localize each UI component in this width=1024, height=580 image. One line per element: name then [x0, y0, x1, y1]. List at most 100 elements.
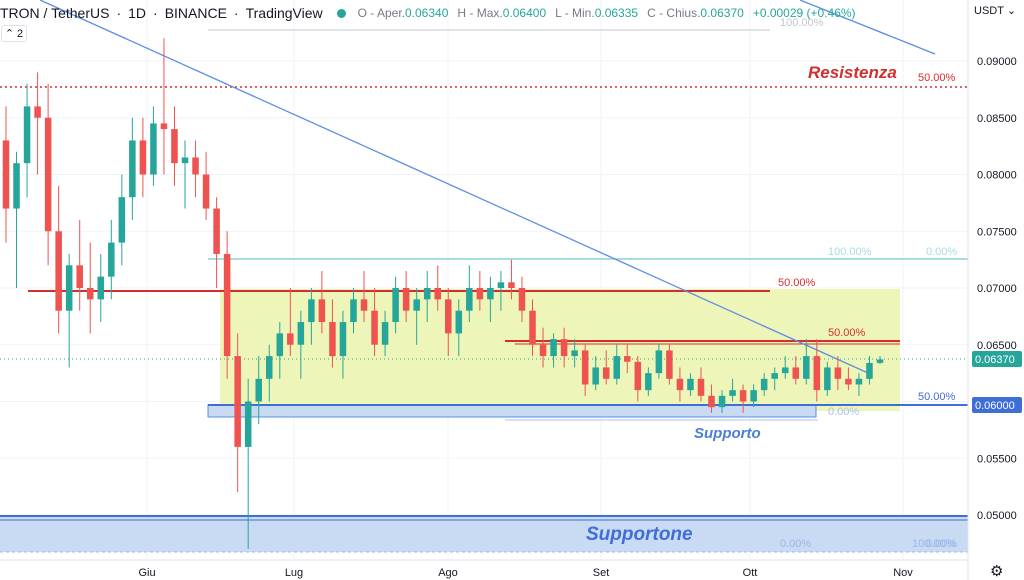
- header-separator: ·: [233, 5, 239, 21]
- candle-down: [192, 157, 199, 175]
- collapse-indicators-button[interactable]: ⌃ 2: [1, 25, 27, 42]
- candle-down: [666, 350, 673, 379]
- x-tick-label: Lug: [285, 567, 303, 579]
- y-tick-label: 0.09000: [977, 56, 1017, 68]
- supportone-label: Supportone: [586, 524, 693, 545]
- candle-down: [445, 299, 452, 334]
- y-axis-labels: 0.05000 0.05500 0.06000 0.06500 0.07000 0.075…: [977, 56, 1017, 522]
- candle-up: [750, 390, 757, 402]
- fib-low-label: 0.00%: [828, 406, 859, 418]
- candle-up: [339, 322, 347, 357]
- header-separator: ·: [153, 5, 158, 21]
- candle-down: [539, 344, 547, 357]
- x-tick-label: Ago: [438, 567, 458, 579]
- y-tick-label: 0.05000: [977, 510, 1017, 522]
- chart-header: TRON / TetherUS · 1D · BINANCE · Trading…: [0, 4, 856, 22]
- candle-down: [602, 367, 610, 379]
- candle-up: [297, 322, 305, 345]
- candle-down: [86, 288, 94, 300]
- candle-down: [476, 288, 484, 300]
- candle-down: [371, 310, 378, 345]
- candle-down: [202, 174, 210, 209]
- candle-down: [55, 231, 62, 311]
- candle-up: [781, 367, 789, 374]
- candle-down: [676, 378, 684, 391]
- collapse-count: 2: [17, 27, 24, 40]
- candle-up: [150, 123, 157, 175]
- candle-down: [792, 367, 800, 379]
- candle-down: [329, 322, 336, 357]
- candle-up: [687, 378, 694, 391]
- candle-down: [234, 356, 241, 447]
- candle-up: [265, 356, 273, 379]
- chevron-down-icon: ⌄: [1006, 5, 1017, 17]
- downtrend-line: [39, 0, 869, 374]
- x-tick-label: Giu: [138, 567, 155, 579]
- last-price-text: 0.06370: [975, 354, 1015, 366]
- candle-up: [308, 299, 315, 323]
- price-axis[interactable]: [968, 0, 1024, 580]
- ohlc-readout: O - Aper.0.06340 H - Max.0.06400 L - Min…: [358, 6, 856, 20]
- candle-down: [2, 140, 10, 209]
- candle-down: [845, 378, 852, 385]
- candle-down: [34, 106, 41, 118]
- candle-down: [76, 265, 83, 288]
- candle-down: [318, 299, 326, 323]
- candle-up: [423, 288, 431, 300]
- candle-down: [434, 288, 441, 300]
- candle-up: [244, 401, 252, 447]
- candle-up: [97, 276, 105, 300]
- gear-icon[interactable]: ⚙: [990, 563, 1004, 580]
- candle-down: [402, 288, 410, 311]
- supporto-label: Supporto: [694, 425, 761, 442]
- x-tick-label: Ott: [743, 567, 758, 579]
- market-status-dot: [336, 8, 346, 18]
- upper-trend-line: [799, 0, 936, 55]
- candle-up: [645, 373, 652, 391]
- y-tick-label: 0.07000: [977, 283, 1017, 295]
- fib-header-label: 100.00%: [780, 17, 824, 29]
- candle-up: [760, 378, 768, 391]
- candle-up: [824, 367, 831, 391]
- fib-sup-label: 50.00%: [918, 391, 956, 403]
- y-tick-label: 0.05500: [977, 453, 1017, 465]
- y-tick-label: 0.07500: [977, 226, 1017, 238]
- support-price-badge: [972, 397, 1022, 413]
- candle-up: [855, 378, 863, 385]
- currency-selector[interactable]: USDT ⌄: [974, 4, 1016, 17]
- y-tick-label: 0.08000: [977, 170, 1017, 182]
- chevron-up-icon: ⌃: [4, 28, 15, 40]
- candle-down: [287, 333, 294, 345]
- ohlc-low: L - Min.0.06335: [555, 6, 639, 20]
- x-tick-label: Nov: [893, 567, 913, 579]
- fib-range-label: 50.00%: [778, 277, 816, 289]
- candle-down: [813, 356, 821, 391]
- candle-up: [771, 373, 778, 379]
- ohlc-change: +0.00029 (+0.46%): [752, 6, 856, 20]
- candle-down: [171, 129, 178, 164]
- interval-label[interactable]: 1D: [128, 5, 147, 21]
- symbol-name[interactable]: TRON / TetherUS: [0, 5, 110, 21]
- candle-up: [13, 163, 20, 209]
- candle-down: [44, 117, 52, 232]
- support-price-text: 0.06000: [975, 400, 1015, 412]
- candle-up: [455, 310, 463, 334]
- y-tick-label: 0.06500: [977, 340, 1017, 352]
- candle-down: [518, 288, 526, 311]
- candle-down: [739, 390, 747, 402]
- candle-up: [487, 288, 494, 300]
- last-price-badge: [972, 351, 1022, 367]
- candle-up: [655, 350, 663, 374]
- candle-down: [508, 282, 515, 288]
- source-label: TradingView: [245, 5, 323, 21]
- x-axis-labels: Giu Lug Ago Set Ott Nov: [138, 567, 913, 579]
- candle-up: [550, 339, 557, 357]
- fib-res-label: 50.00%: [918, 72, 956, 84]
- candle-down: [624, 356, 631, 362]
- candle-up: [129, 140, 136, 198]
- candle-up: [718, 395, 726, 408]
- exchange-label: BINANCE: [164, 5, 227, 21]
- fib-top-label: 100.00%: [828, 246, 872, 258]
- fib-bot-zero-label: 0.00%: [780, 538, 811, 550]
